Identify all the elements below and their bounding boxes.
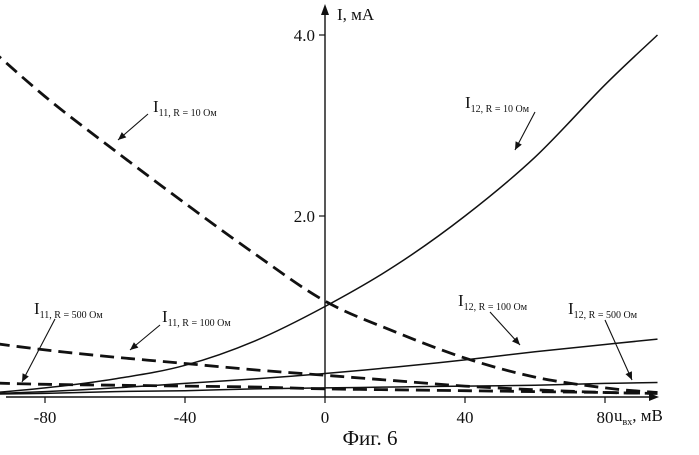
- series-line-4: [0, 35, 658, 394]
- series-layer: [0, 35, 658, 394]
- series-label-5: I12, R = 100 Ом: [458, 291, 528, 313]
- y-axis-label: I, мА: [337, 5, 375, 24]
- x-tick-label: 80: [597, 408, 614, 427]
- series-line-1: [0, 35, 658, 393]
- axes: -80 -40 0 40 80 2.0 4.0 I, мА uвх, мВ: [6, 4, 663, 428]
- figure-caption: Фиг. 6: [342, 426, 397, 450]
- x-tick-label: 40: [457, 408, 474, 427]
- series-label-3: I11, R = 500 Ом: [34, 299, 103, 321]
- y-axis-arrow: [321, 4, 329, 15]
- series-label-4: I12, R = 10 Ом: [465, 93, 530, 115]
- series-label-2: I11, R = 100 Ом: [162, 307, 231, 329]
- y-tick-label: 2.0: [294, 207, 315, 226]
- annotations: I11, R = 10 Ом I11, R = 100 Ом I11, R = 50…: [22, 93, 638, 382]
- x-tick-label: -40: [174, 408, 197, 427]
- series-leader-6: [605, 320, 632, 380]
- x-tick-label: 0: [321, 408, 330, 427]
- x-tick-label: -80: [34, 408, 57, 427]
- series-line-5: [0, 339, 658, 394]
- y-tick-label: 4.0: [294, 26, 315, 45]
- series-label-1: I11, R = 10 Ом: [153, 97, 217, 119]
- x-axis-label: uвх, мВ: [614, 406, 663, 428]
- series-label-6: I12, R = 500 Ом: [568, 299, 638, 321]
